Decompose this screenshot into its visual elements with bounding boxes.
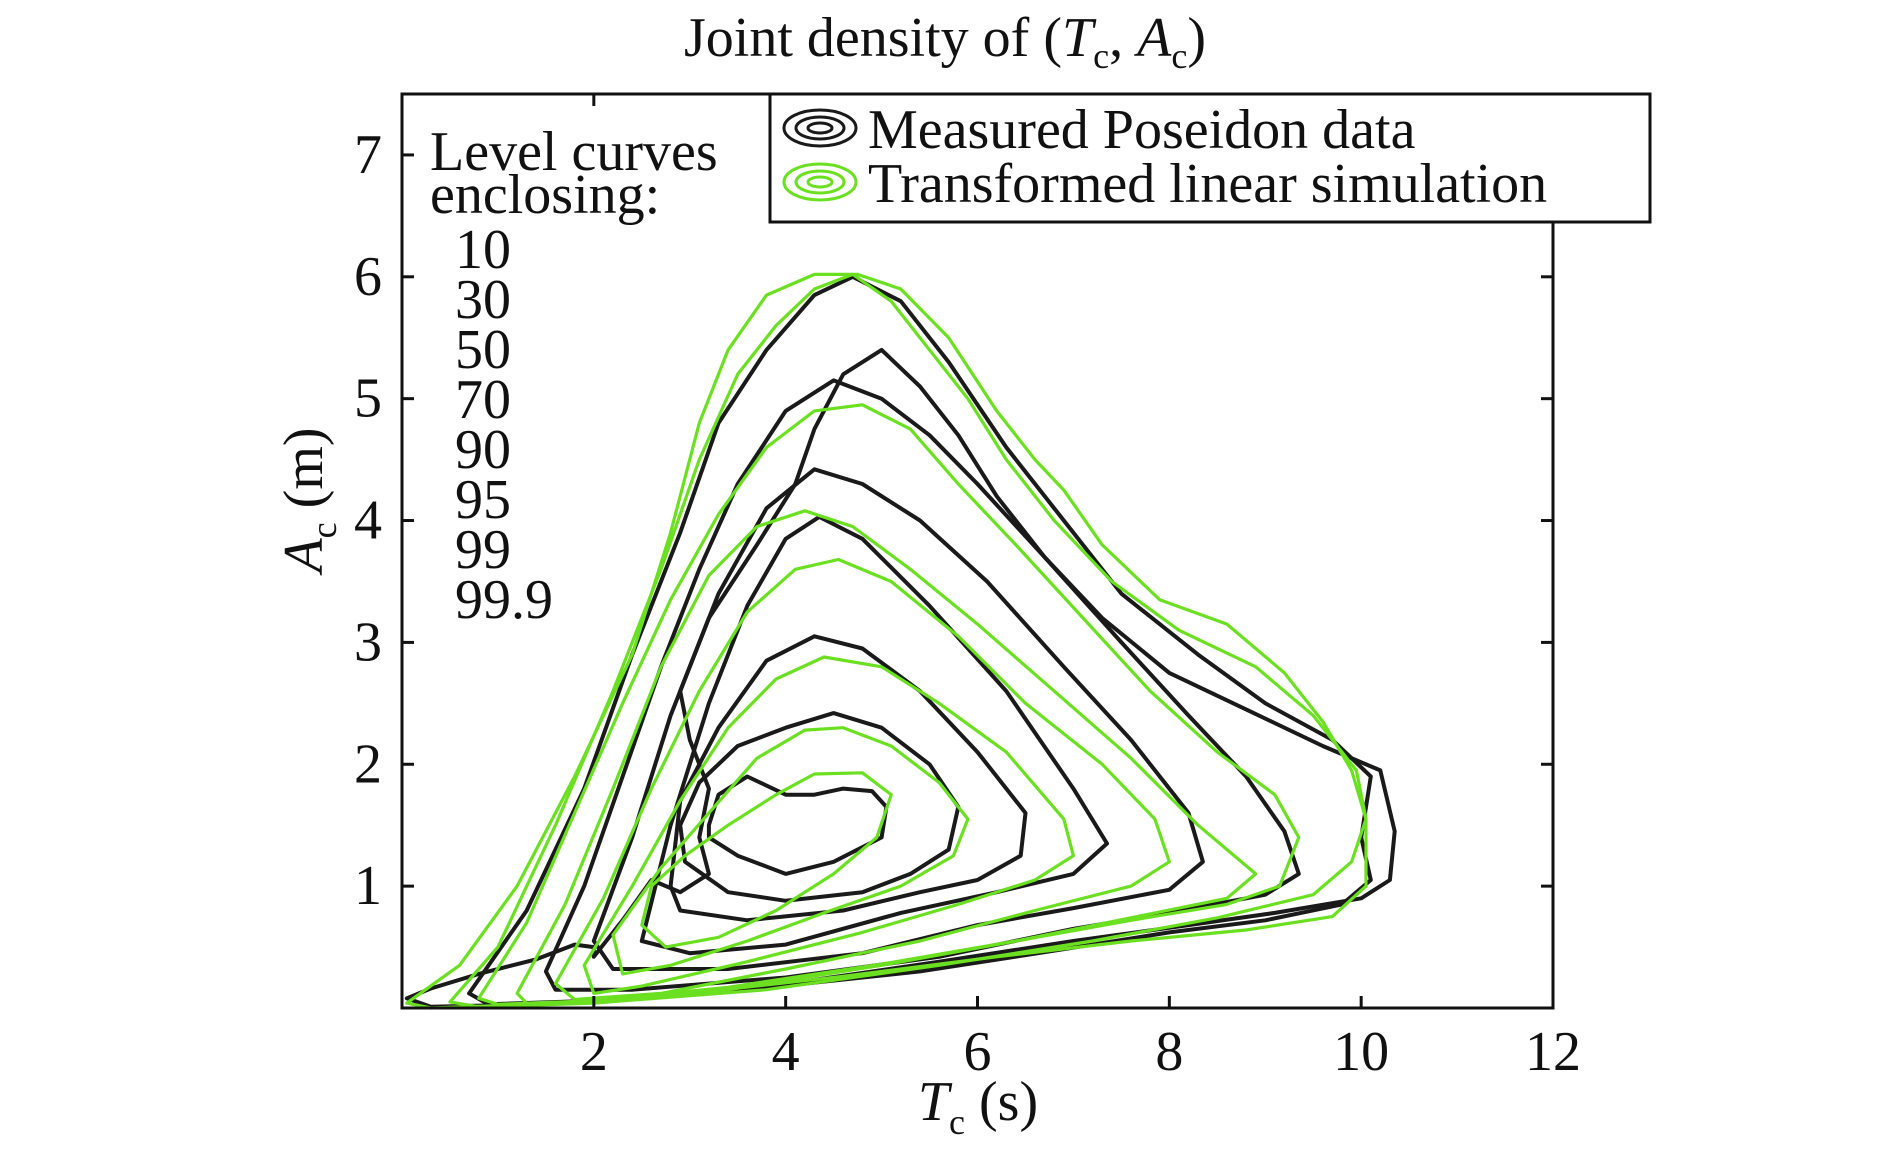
level-value: 30 — [455, 269, 511, 331]
simulation-contour-50 — [582, 655, 1075, 995]
level-value: 50 — [455, 319, 511, 381]
level-annotation: Level curves enclosing: 1030507090959999… — [430, 121, 718, 631]
x-axis-label: Tc (s) — [918, 1071, 1038, 1142]
legend-icon-simulation — [782, 162, 858, 202]
simulation-contour-95 — [477, 403, 1301, 1006]
y-tick-label: 4 — [354, 490, 382, 552]
level-value: 95 — [455, 469, 511, 531]
simulation-contour-90 — [515, 509, 1258, 1005]
level-value: 90 — [455, 419, 511, 481]
measured-contour-10 — [706, 774, 889, 876]
legend-label-measured: Measured Poseidon data — [868, 99, 1416, 161]
y-tick-label: 2 — [354, 733, 382, 795]
y-tick-label: 5 — [354, 368, 382, 430]
legend-icon-measured — [782, 108, 858, 148]
level-value: 99.9 — [455, 569, 553, 631]
measured-contour-50 — [668, 634, 1028, 923]
x-tick-label: 10 — [1333, 1021, 1389, 1083]
x-tick-label: 2 — [580, 1021, 608, 1083]
level-value: 70 — [455, 369, 511, 431]
x-tick-label: 8 — [1155, 1021, 1183, 1083]
plot-frame — [400, 92, 1555, 1010]
measured-contour-99 — [467, 274, 1373, 1007]
legend: Measured Poseidon data Transformed linea… — [768, 92, 1652, 224]
y-axis-label: Ac (m) — [273, 427, 344, 576]
legend-label-simulation: Transformed linear simulation — [868, 153, 1547, 215]
y-tick-label: 7 — [354, 124, 382, 186]
y-tick-label: 6 — [354, 246, 382, 308]
x-tick-label: 4 — [772, 1021, 800, 1083]
simulation-contour-70 — [553, 557, 1171, 1002]
y-tick-label: 1 — [354, 855, 382, 917]
level-value: 10 — [455, 219, 511, 281]
annotation-heading-2: enclosing: — [430, 164, 660, 226]
x-tick-label: 6 — [964, 1021, 992, 1083]
chart-title: Joint density of (Tc, Ac) — [684, 7, 1206, 76]
annotation-heading-1: Level curves — [430, 121, 718, 183]
series-1 — [405, 272, 1368, 1010]
contour-layer — [404, 272, 1397, 1010]
measured-contour-95 — [543, 378, 1301, 992]
simulation-contour-99 — [448, 272, 1368, 1009]
x-tick-label: 12 — [1525, 1021, 1581, 1083]
simulation-contour-30 — [611, 726, 970, 976]
measured-contour-70 — [639, 514, 1109, 956]
legend-box — [768, 92, 1652, 224]
simulation-contour-10 — [640, 771, 893, 949]
y-tick-label: 3 — [354, 611, 382, 673]
measured-contour-30 — [678, 711, 961, 903]
simulation-contour-99.9 — [405, 272, 1368, 1010]
level-value: 99 — [455, 519, 511, 581]
